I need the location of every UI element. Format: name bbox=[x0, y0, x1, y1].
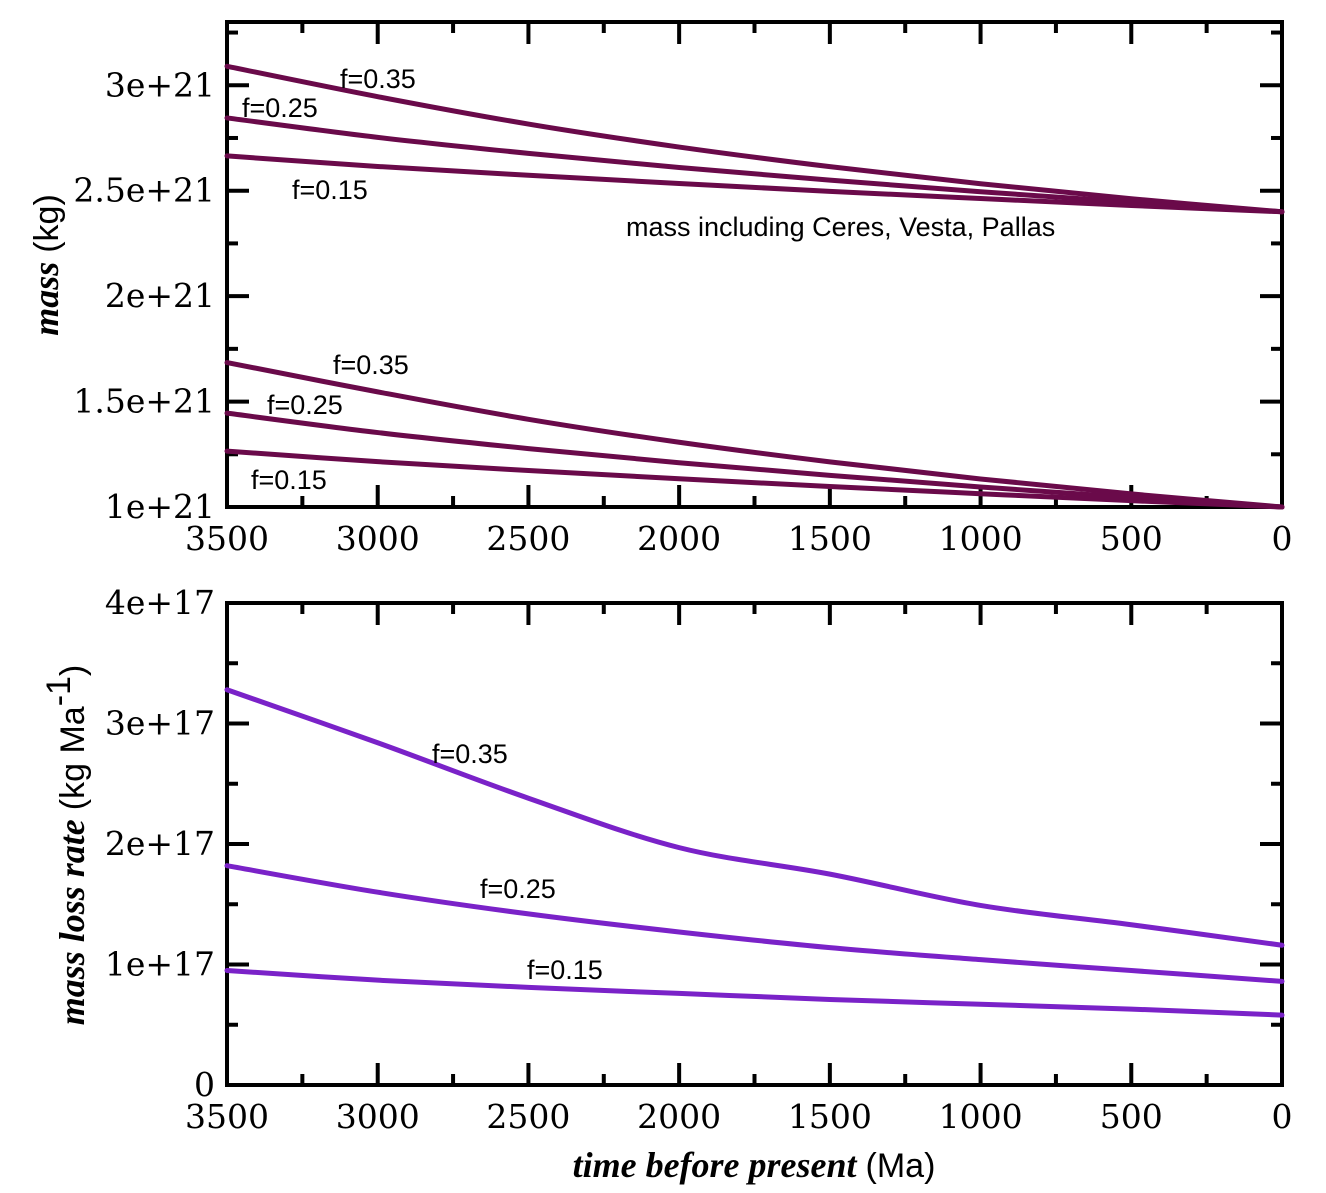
annotation-rate-f025: f=0.25 bbox=[480, 874, 556, 904]
y-tick-label: 1e+21 bbox=[105, 487, 215, 526]
plot-frame bbox=[225, 601, 1284, 1087]
series-line-f-0-25-incl-ceres-vesta-pallas- bbox=[224, 115, 1285, 215]
bottom-panel-mass-loss-rate: 3500 3000 2500 2000 1500 1000 500 0 0 1e+17 2e+17 3… bbox=[105, 583, 1293, 1136]
series-line-f-0-35 bbox=[224, 360, 1285, 510]
top-annotations: f=0.35 f=0.25 f=0.15 mass including Cere… bbox=[242, 64, 1055, 495]
y-tick-label: 2.5e+21 bbox=[73, 171, 215, 210]
series-line-f-0-15-incl-ceres-vesta-pallas- bbox=[224, 153, 1285, 215]
x-tick-label: 2500 bbox=[486, 1097, 570, 1136]
x-tick-label: 1500 bbox=[788, 1097, 872, 1136]
y-tick-label: 2e+17 bbox=[105, 824, 215, 863]
y-tick-label: 2e+21 bbox=[105, 276, 215, 315]
top-panel-mass: 3500 3000 2500 2000 1500 1000 500 0 1e+21 1.5e+21… bbox=[73, 20, 1293, 558]
x-tick-label: 0 bbox=[1272, 519, 1293, 558]
x-tick-label: 2000 bbox=[637, 1097, 721, 1136]
y-tick-label: 1e+17 bbox=[105, 945, 215, 984]
x-tick-label: 2000 bbox=[637, 519, 721, 558]
x-tick-label: 2500 bbox=[486, 519, 570, 558]
x-tick-label: 3500 bbox=[185, 1097, 269, 1136]
annotation-lower-f015: f=0.15 bbox=[251, 465, 327, 495]
annotation-lower-f035: f=0.35 bbox=[333, 350, 409, 380]
series-line-f-0-35 bbox=[224, 687, 1285, 948]
series-line-f-0-25 bbox=[224, 410, 1285, 510]
bottom-annotations: f=0.35 f=0.25 f=0.15 bbox=[432, 739, 603, 985]
x-tick-label: 500 bbox=[1100, 519, 1163, 558]
x-tick-label: 3500 bbox=[185, 519, 269, 558]
y-tick-label: 4e+17 bbox=[105, 583, 215, 622]
annotation-rate-f015: f=0.15 bbox=[527, 955, 603, 985]
y-tick-label: 0 bbox=[194, 1065, 215, 1104]
x-tick-label: 0 bbox=[1272, 1097, 1293, 1136]
series-line-f-0-25 bbox=[224, 863, 1285, 984]
bottom-y-axis-title: mass loss rate (kg Ma-1) bbox=[40, 665, 92, 1026]
annotation-upper-f025: f=0.25 bbox=[242, 93, 318, 123]
x-tick-label: 3000 bbox=[336, 1097, 420, 1136]
series-line-f-0-15 bbox=[224, 448, 1285, 510]
annotation-rate-f035: f=0.35 bbox=[432, 739, 508, 769]
x-tick-label: 1500 bbox=[788, 519, 872, 558]
y-tick-label: 3e+17 bbox=[105, 704, 215, 743]
annotation-lower-f025: f=0.25 bbox=[267, 390, 343, 420]
annotation-ceres-vesta-pallas: mass including Ceres, Vesta, Pallas bbox=[626, 212, 1055, 242]
x-tick-label: 3000 bbox=[336, 519, 420, 558]
series-line-f-0-15 bbox=[224, 968, 1285, 1018]
annotation-upper-f015: f=0.15 bbox=[292, 175, 368, 205]
x-tick-label: 500 bbox=[1100, 1097, 1163, 1136]
x-tick-label: 1000 bbox=[939, 1097, 1023, 1136]
series-line-f-0-35-incl-ceres-vesta-pallas- bbox=[224, 63, 1285, 215]
top-y-axis-title: mass (kg) bbox=[26, 194, 66, 336]
x-axis-title: time before present (Ma) bbox=[573, 1145, 936, 1185]
y-tick-label: 3e+21 bbox=[105, 65, 215, 104]
x-tick-label: 1000 bbox=[939, 519, 1023, 558]
annotation-upper-f035: f=0.35 bbox=[340, 64, 416, 94]
y-tick-label: 1.5e+21 bbox=[73, 382, 215, 421]
